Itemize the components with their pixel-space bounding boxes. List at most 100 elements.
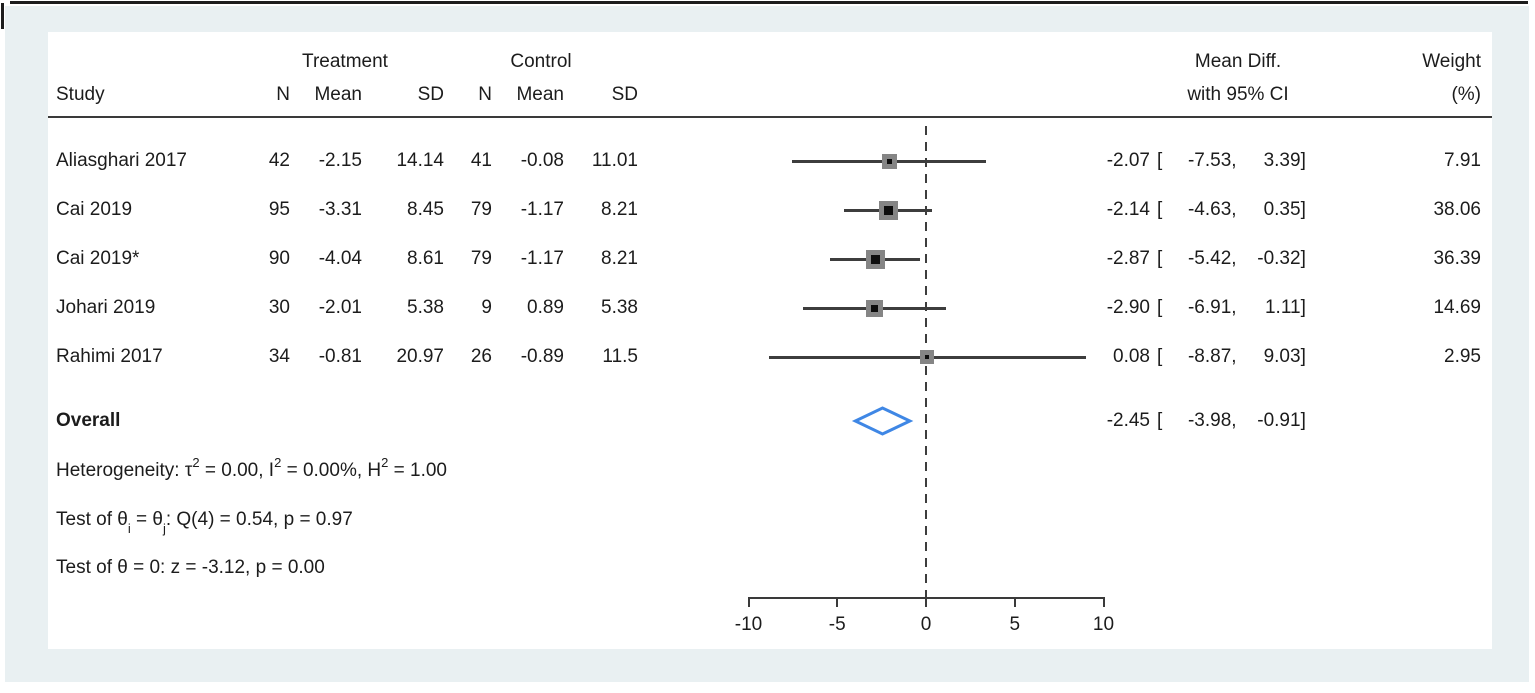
ci-lower: -4.63 (1187, 199, 1232, 220)
x-axis-tick (1102, 597, 1105, 607)
ci-upper: -0.32 (1257, 248, 1301, 269)
table-row: Johari 2019 30 -2.01 5.38 9 0.89 5.38 -2… (56, 284, 1481, 332)
x-axis-tick (747, 597, 750, 607)
ci-lower: -7.53 (1187, 150, 1232, 171)
study-label: Cai 2019* (56, 248, 140, 269)
treatment-n: 90 (268, 248, 290, 269)
effect-estimate: -2.45 (1106, 410, 1150, 431)
ci-upper: 3.39 (1263, 150, 1301, 171)
effect-marker (866, 299, 884, 317)
control-mean: -0.08 (520, 150, 564, 171)
window-edge-artifact-top (10, 1, 1528, 4)
bracket: [ (1157, 297, 1163, 318)
bracket: ] (1300, 346, 1306, 367)
overall-label: Overall (56, 410, 121, 431)
table-row: Aliasghari 2017 42 -2.15 14.14 41 -0.08 … (56, 137, 1481, 185)
treatment-sd: 5.38 (407, 297, 444, 318)
separator: , (1231, 410, 1237, 431)
x-axis (748, 597, 1104, 599)
treatment-sd: 8.61 (407, 248, 444, 269)
column-header-treatment-sd: SD (417, 84, 444, 105)
ci-lower: -3.98 (1187, 410, 1232, 431)
separator: , (1231, 150, 1237, 171)
effect-marker (881, 153, 897, 169)
ci-lower: -5.42 (1187, 248, 1232, 269)
column-header-weight-line1: Weight (1422, 51, 1481, 72)
overall-diamond (851, 406, 914, 436)
treatment-n: 34 (268, 346, 290, 367)
x-axis-tick-label: -10 (734, 614, 763, 635)
control-mean: -0.89 (520, 346, 564, 367)
treatment-n: 95 (268, 199, 290, 220)
control-sd: 11.5 (602, 346, 638, 367)
column-header-treatment-mean: Mean (314, 84, 362, 105)
table-row: Cai 2019* 90 -4.04 8.61 79 -1.17 8.21 -2… (56, 235, 1481, 283)
table-row: Rahimi 2017 34 -0.81 20.97 26 -0.89 11.5… (56, 333, 1481, 381)
x-axis-tick-label: 5 (1009, 614, 1021, 635)
x-axis-tick (1013, 597, 1016, 607)
effect-ci-text: -2.07 [ -7.53 , 3.39 ] (1088, 137, 1388, 185)
ci-whisker (803, 306, 946, 310)
column-group-treatment: Treatment (302, 51, 388, 72)
weight-value: 14.69 (1433, 297, 1481, 318)
ci-lower: -8.87 (1187, 346, 1232, 367)
ci-lower: -6.91 (1187, 297, 1232, 318)
effect-estimate: -2.07 (1106, 150, 1150, 171)
column-header-treatment-n: N (276, 84, 290, 105)
effect-marker-core (883, 205, 893, 215)
bracket: [ (1157, 150, 1163, 171)
overall-effect-test: Test of θ = 0: z = -3.12, p = 0.00 (56, 557, 325, 578)
weight-value: 36.39 (1433, 248, 1481, 269)
effect-ci-text: -2.90 [ -6.91 , 1.11 ] (1088, 284, 1388, 332)
effect-marker-core (886, 158, 892, 164)
effect-estimate: -2.87 (1106, 248, 1150, 269)
bracket: ] (1300, 199, 1306, 220)
effect-ci-text: 0.08 [ -8.87 , 9.03 ] (1088, 333, 1388, 381)
x-axis-tick-label: -5 (828, 614, 846, 635)
control-n: 41 (470, 150, 492, 171)
ci-upper: 0.35 (1263, 199, 1301, 220)
weight-value: 2.95 (1444, 346, 1481, 367)
control-sd: 8.21 (601, 248, 638, 269)
ci-whisker (829, 257, 921, 261)
study-label: Johari 2019 (56, 297, 156, 318)
control-mean: 0.89 (527, 297, 564, 318)
ci-whisker (843, 208, 933, 212)
weight-value: 38.06 (1433, 199, 1481, 220)
homogeneity-test: Test of θi = θj: Q(4) = 0.54, p = 0.97 (56, 509, 353, 536)
treatment-n: 42 (268, 150, 290, 171)
treatment-sd: 14.14 (396, 150, 444, 171)
window-edge-artifact-left (1, 3, 4, 29)
overall-row: Overall -2.45 [ -3.98 , -0.91 ] (56, 397, 1306, 445)
bracket: [ (1157, 199, 1163, 220)
control-n: 79 (470, 199, 492, 220)
treatment-mean: -2.15 (318, 150, 362, 171)
forest-plot-panel: Treatment Control Mean Diff. Weight Stud… (48, 32, 1492, 649)
column-header-control-sd: SD (611, 84, 638, 105)
ci-whisker (768, 355, 1087, 359)
bracket: ] (1300, 297, 1306, 318)
overall-effect-ci-text: -2.45 [ -3.98 , -0.91 ] (1088, 397, 1388, 445)
control-n: 9 (481, 297, 492, 318)
effect-marker (878, 200, 898, 220)
control-mean: -1.17 (520, 248, 564, 269)
effect-estimate: -2.90 (1106, 297, 1150, 318)
bracket: [ (1157, 248, 1163, 269)
column-header-control-mean: Mean (516, 84, 564, 105)
treatment-mean: -4.04 (318, 248, 362, 269)
ci-whisker (792, 159, 987, 163)
ci-upper: -0.91 (1257, 410, 1301, 431)
x-axis-tick-label: 10 (1092, 614, 1115, 635)
treatment-mean: -2.01 (318, 297, 362, 318)
control-sd: 11.01 (591, 150, 638, 171)
column-group-control: Control (510, 51, 572, 72)
effect-marker-core (925, 355, 930, 359)
header-rule (48, 116, 1492, 118)
column-header-effect-line1: Mean Diff. (1194, 51, 1282, 72)
control-n: 79 (470, 248, 492, 269)
separator: , (1231, 297, 1237, 318)
column-header-study: Study (56, 84, 105, 105)
control-mean: -1.17 (520, 199, 564, 220)
x-axis-tick-label: 0 (920, 614, 932, 635)
